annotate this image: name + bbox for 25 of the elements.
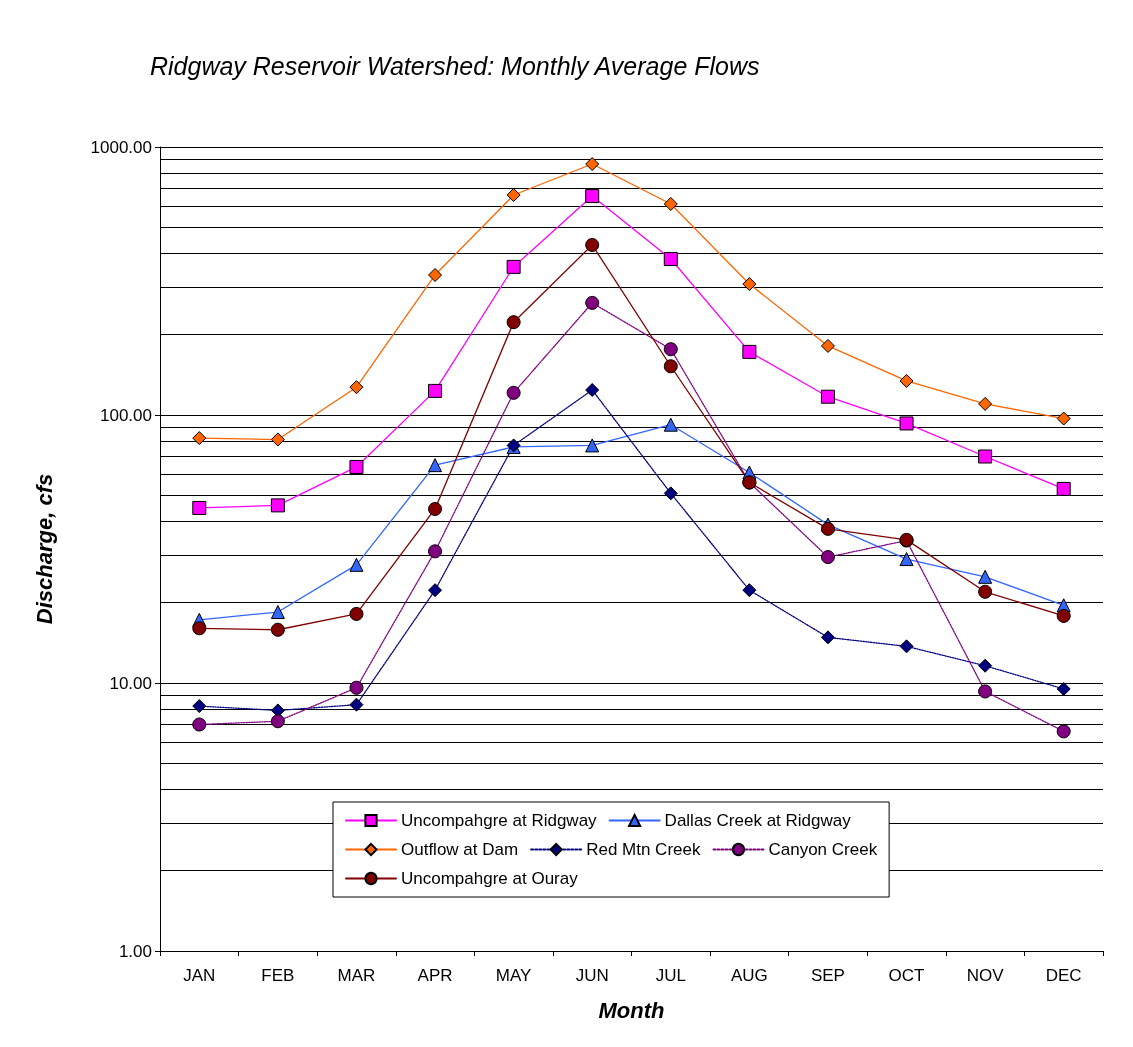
x-tick-label: JAN <box>183 966 216 985</box>
legend-label: Canyon Creek <box>768 840 878 859</box>
x-tick-label: OCT <box>888 966 925 985</box>
x-tick-label: AUG <box>730 966 768 985</box>
legend-label: Uncompahgre at Ridgway <box>401 811 598 830</box>
x-tick-label: NOV <box>966 966 1005 985</box>
legend-label: Red Mtn Creek <box>586 840 701 859</box>
legend-label: Dallas Creek at Ridgway <box>664 811 852 830</box>
x-tick-label: MAY <box>495 966 532 985</box>
x-tick-label: JUN <box>575 966 609 985</box>
y-tick-label: 100.00 <box>100 405 152 425</box>
legend-label: Uncompahgre at Ouray <box>401 869 579 888</box>
legend-label: Outflow at Dam <box>401 840 519 859</box>
x-tick-label: MAR <box>337 966 376 985</box>
x-tick-label: DEC <box>1045 966 1082 985</box>
x-tick-label: APR <box>417 966 453 985</box>
chart-title: Ridgway Reservoir Watershed: Monthly Average Flows <box>150 51 760 80</box>
y-tick-label: 10.00 <box>109 673 152 693</box>
y-tick-label: 1.00 <box>118 941 152 961</box>
x-tick-label: FEB <box>261 966 295 985</box>
y-tick-label: 1000.00 <box>90 137 152 157</box>
y-axis-title: Discharge, cfs <box>31 473 57 625</box>
x-axis-title: Month <box>598 997 665 1023</box>
x-tick-label: SEP <box>810 966 845 985</box>
x-tick-label: JUL <box>655 966 686 985</box>
